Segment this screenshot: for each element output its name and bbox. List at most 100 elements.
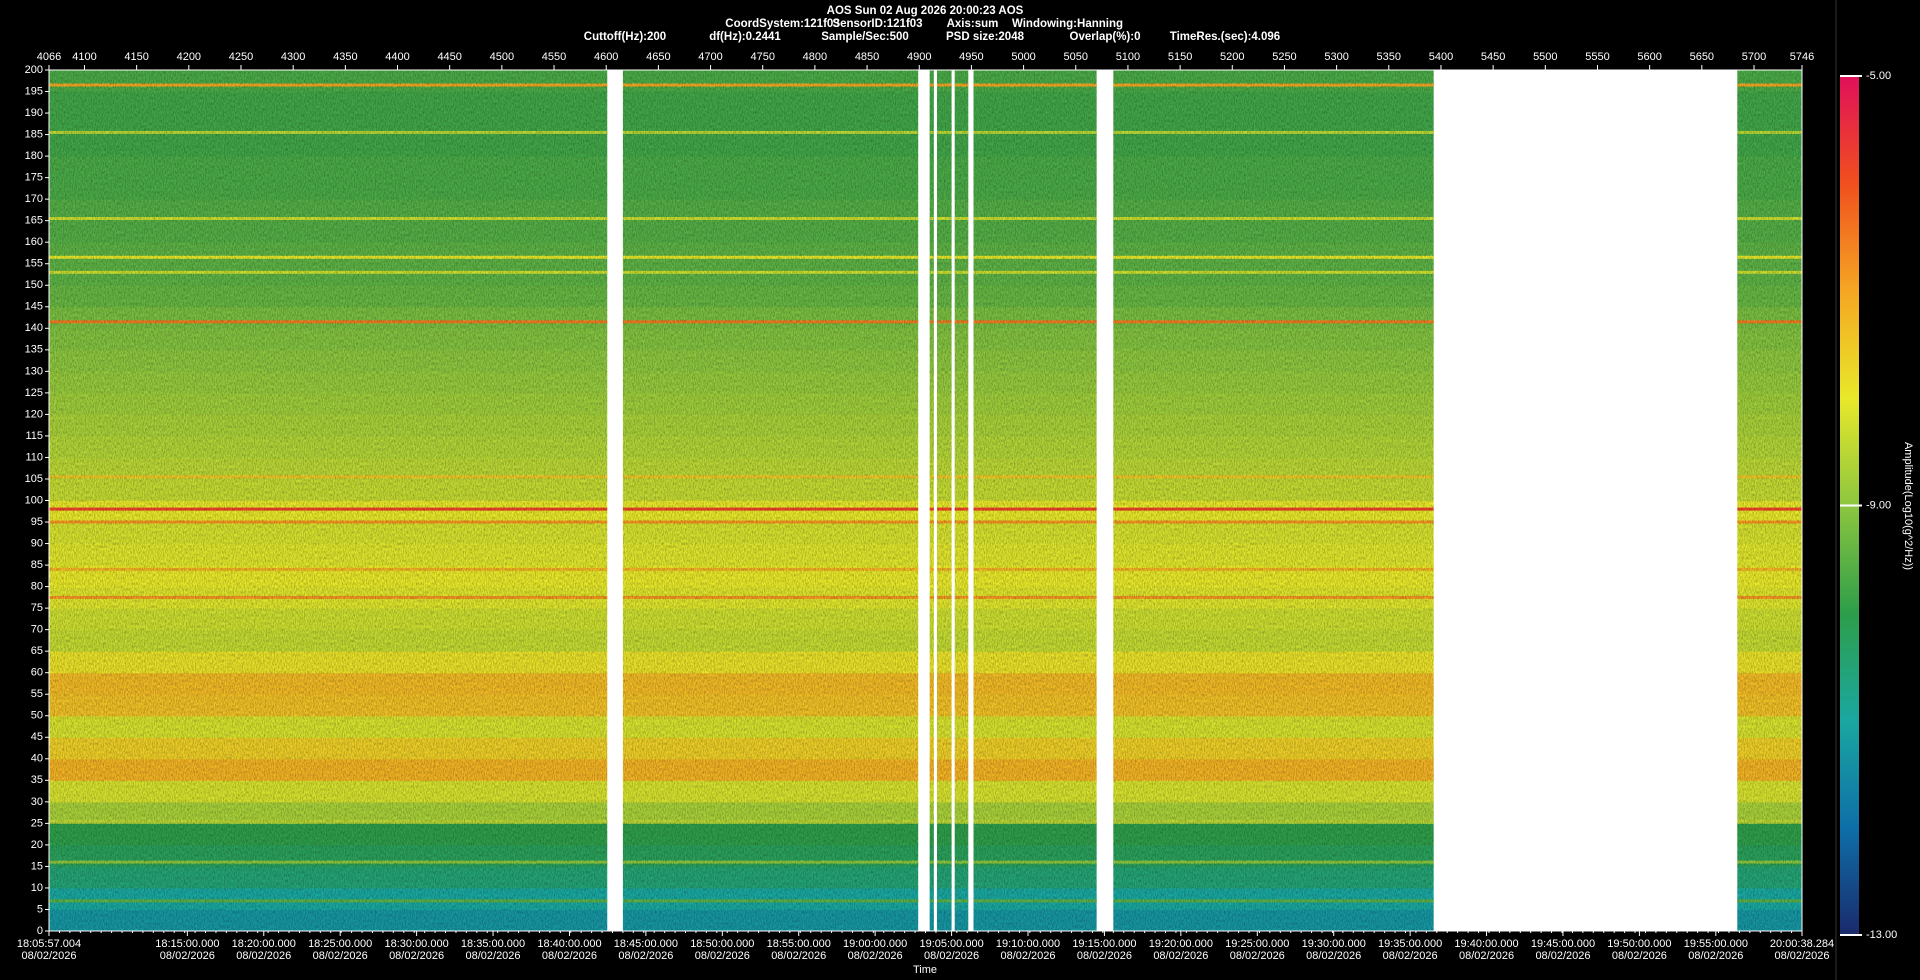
colorbar-tick-label: -5.00: [1866, 70, 1891, 82]
time-tick-label: 18:20:00.000: [232, 938, 296, 950]
y-tick-label: 40: [31, 753, 43, 765]
time-tick-label: 19:15:00.000: [1072, 938, 1136, 950]
time-tick-label: 19:45:00.000: [1531, 938, 1595, 950]
time-tick-label: 19:00:00.000: [843, 938, 907, 950]
spectrogram-image: [49, 69, 1802, 932]
parameters: Cuttoff(Hz):200 df(Hz):0.2441 Sample/Sec:5…: [584, 31, 1280, 43]
time-tick-label: 19:40:00.000: [1454, 938, 1518, 950]
y-tick-label: 80: [31, 581, 43, 593]
y-tick-label: 100: [25, 494, 43, 506]
texture: [1113, 70, 1434, 931]
time-tick-label: 18:05:57.004: [17, 938, 81, 950]
data-segment: [1113, 69, 1434, 932]
time-tick-date: 08/02/2026: [924, 950, 979, 962]
data-segment: [954, 69, 969, 932]
y-tick-label: 5: [37, 903, 43, 915]
y-tick-label: 115: [25, 430, 43, 442]
colorbar-tick-label: -9.00: [1866, 499, 1891, 511]
y-tick-label: 140: [25, 322, 43, 334]
y-tick-label: 60: [31, 667, 43, 679]
x-tick-label: 5400: [1429, 51, 1453, 63]
texture: [973, 70, 1097, 931]
time-tick-date: 08/02/2026: [1535, 950, 1590, 962]
time-tick-label: 18:15:00.000: [155, 938, 219, 950]
x-tick-label: 5150: [1168, 51, 1192, 63]
time-tick-date: 08/02/2026: [1688, 950, 1743, 962]
time-tick-label: 19:20:00.000: [1149, 938, 1213, 950]
texture: [936, 70, 952, 931]
x-tick-label: 4900: [907, 51, 931, 63]
time-tick-label: 18:50:00.000: [690, 938, 754, 950]
x-tick-label: 5100: [1116, 51, 1140, 63]
x-tick-label: 4850: [855, 51, 879, 63]
x-tick-label: 5200: [1220, 51, 1244, 63]
y-tick-label: 185: [25, 128, 43, 140]
y-tick-label: 125: [25, 387, 43, 399]
time-tick-date: 08/02/2026: [1000, 950, 1055, 962]
time-tick-label: 18:25:00.000: [308, 938, 372, 950]
x-tick-label: 4066: [37, 51, 61, 63]
time-tick-date: 08/02/2026: [1153, 950, 1208, 962]
data-segment: [936, 69, 952, 932]
time-tick-date: 08/02/2026: [313, 950, 368, 962]
colorbar-label: Amplitude(Log10(g^2/Hz)): [1902, 442, 1914, 570]
x-tick-label: 5746: [1790, 51, 1814, 63]
data-segment: [1737, 69, 1802, 932]
x-tick-label: 4150: [124, 51, 148, 63]
x-tick-label: 4750: [750, 51, 774, 63]
y-tick-label: 175: [25, 172, 43, 184]
x-tick-label: 5350: [1377, 51, 1401, 63]
time-tick-label: 19:25:00.000: [1225, 938, 1289, 950]
x-tick-label: 5250: [1272, 51, 1296, 63]
y-tick-label: 165: [25, 215, 43, 227]
y-tick-label: 65: [31, 645, 43, 657]
x-tick-label: 5700: [1742, 51, 1766, 63]
x-tick-label: 4350: [333, 51, 357, 63]
x-tick-label: 5600: [1637, 51, 1661, 63]
time-tick-date: 08/02/2026: [695, 950, 750, 962]
parameters-item: df(Hz):0.2441: [709, 31, 781, 43]
parameters-item: Cuttoff(Hz):200: [584, 31, 666, 43]
y-tick-label: 75: [31, 602, 43, 614]
x-tick-label: 5550: [1585, 51, 1609, 63]
parameters-item: TimeRes.(sec):4.096: [1170, 31, 1280, 43]
y-tick-label: 55: [31, 688, 43, 700]
time-tick-date: 08/02/2026: [389, 950, 444, 962]
time-tick-date: 08/02/2026: [1459, 950, 1514, 962]
time-tick-label: 18:30:00.000: [384, 938, 448, 950]
x-tick-label: 5650: [1690, 51, 1714, 63]
y-tick-label: 35: [31, 774, 43, 786]
y-tick-label: 90: [31, 537, 43, 549]
texture: [954, 70, 969, 931]
y-tick-label: 110: [25, 451, 43, 463]
time-tick-label: 18:40:00.000: [537, 938, 601, 950]
y-tick-label: 145: [25, 301, 43, 313]
x-tick-label: 4450: [437, 51, 461, 63]
y-tick-label: 160: [25, 236, 43, 248]
y-tick-label: 85: [31, 559, 43, 571]
time-tick-date: 08/02/2026: [21, 950, 76, 962]
y-tick-label: 10: [31, 882, 43, 894]
time-tick-date: 08/02/2026: [160, 950, 215, 962]
y-tick-label: 15: [31, 860, 43, 872]
subtitle-item: Axis:sum: [947, 18, 999, 30]
y-tick-label: 190: [25, 107, 43, 119]
x-tick-label: 4550: [542, 51, 566, 63]
x-tick-label: 4600: [594, 51, 618, 63]
data-segment: [929, 69, 934, 932]
x-tick-label: 5050: [1064, 51, 1088, 63]
y-tick-label: 130: [25, 365, 43, 377]
x-tick-label: 4700: [698, 51, 722, 63]
time-tick-date: 08/02/2026: [1077, 950, 1132, 962]
time-tick-date: 08/02/2026: [618, 950, 673, 962]
x-axis-label: Time: [913, 964, 937, 976]
y-tick-label: 45: [31, 731, 43, 743]
x-tick-label: 4250: [229, 51, 253, 63]
time-tick-date: 08/02/2026: [848, 950, 903, 962]
title: AOS Sun 02 Aug 2026 20:00:23 AOS: [827, 5, 1024, 17]
y-tick-label: 20: [31, 839, 43, 851]
y-tick-label: 25: [31, 817, 43, 829]
time-tick-date: 08/02/2026: [1612, 950, 1667, 962]
time-tick-date: 08/02/2026: [1306, 950, 1361, 962]
